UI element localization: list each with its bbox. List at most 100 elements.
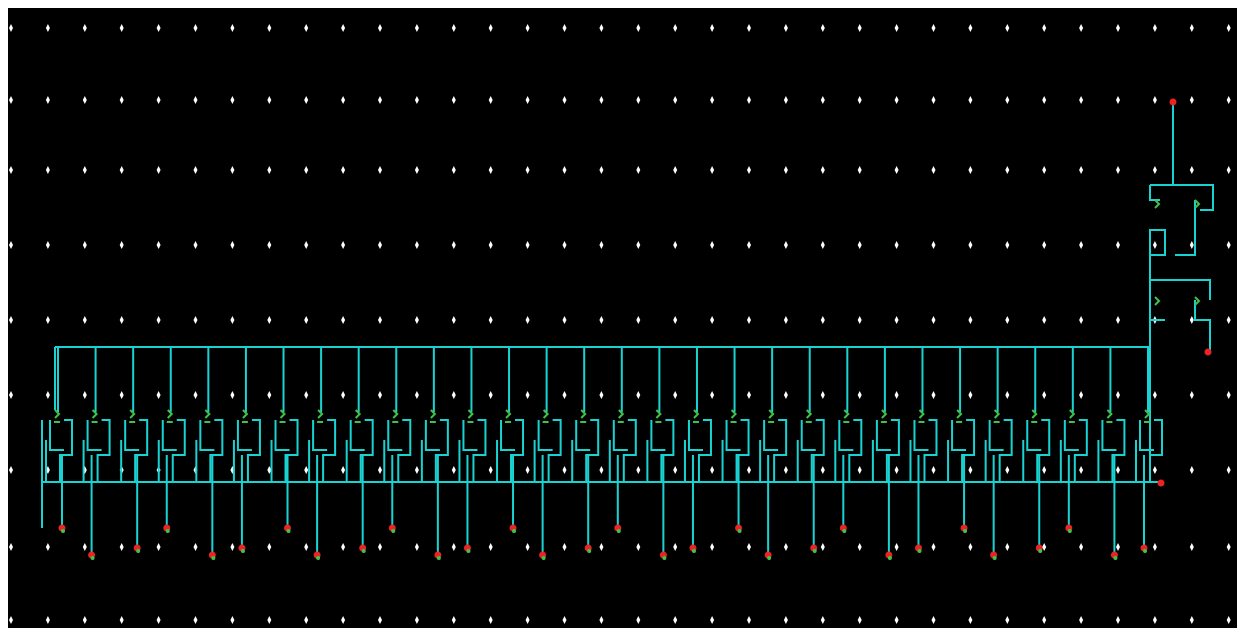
grid-dot <box>156 166 161 174</box>
transistor-cell <box>345 347 374 553</box>
transistor <box>354 409 362 423</box>
grid-dot <box>414 96 419 104</box>
grid-dot <box>267 241 272 249</box>
pin-marker <box>361 549 366 553</box>
grid-dot <box>193 241 198 249</box>
grid-dot <box>968 96 973 104</box>
grid-dot <box>1116 96 1120 104</box>
grid-dot <box>119 24 124 32</box>
grid-dot <box>673 466 678 474</box>
transistor-cell <box>1059 347 1088 533</box>
grid-dot <box>599 316 604 324</box>
grid-dot <box>1005 543 1010 551</box>
grid-dot <box>931 391 936 399</box>
grid-dot <box>45 316 50 324</box>
pin-marker <box>963 529 968 533</box>
grid-dot <box>1152 24 1157 32</box>
grid-dot <box>193 166 198 174</box>
grid-dot <box>1079 24 1084 32</box>
grid-dot <box>230 241 235 249</box>
grid-dot <box>488 316 493 324</box>
grid-dot <box>1152 391 1157 399</box>
grid-dot <box>1152 241 1157 249</box>
grid-dot <box>230 24 235 32</box>
transistor <box>880 409 888 423</box>
pin-marker <box>165 529 170 533</box>
cell-wiring <box>383 347 412 482</box>
grid-dot <box>747 166 751 174</box>
grid-dot <box>119 391 124 399</box>
grid-dot <box>599 466 604 474</box>
grid-dot <box>894 96 899 104</box>
grid-dot <box>1005 391 1010 399</box>
grid-dot <box>488 166 493 174</box>
cell-wiring <box>571 347 600 482</box>
grid-dot <box>1005 241 1010 249</box>
grid-dot <box>1189 543 1194 551</box>
output-stage <box>1149 184 1214 350</box>
grid-dot <box>1152 543 1157 551</box>
pin-marker <box>691 549 696 553</box>
grid-dot <box>710 96 715 104</box>
pin <box>1169 98 1177 106</box>
grid-dot <box>931 466 936 474</box>
grid-dot <box>968 24 973 32</box>
pin-marker <box>240 549 245 553</box>
grid-dot <box>636 96 641 104</box>
transistor-cell <box>871 347 900 560</box>
transistor-cell <box>270 347 299 533</box>
transistor <box>204 409 211 423</box>
grid-dot <box>1189 166 1194 174</box>
grid-dot <box>341 241 346 249</box>
pin-marker <box>767 556 772 560</box>
cell-wiring <box>195 347 224 482</box>
grid-dot <box>1226 24 1231 32</box>
cell-wiring <box>1097 347 1126 482</box>
grid-dot <box>857 616 862 624</box>
grid-dot <box>119 96 124 104</box>
pin-marker <box>842 529 847 533</box>
grid-dot <box>304 241 309 249</box>
transistor-cell <box>458 347 487 553</box>
grid-dot <box>525 466 530 474</box>
grid-dot <box>451 241 456 249</box>
grid-dot <box>156 391 161 399</box>
transistor-cell <box>721 347 750 533</box>
pin-marker <box>211 556 216 560</box>
transistor <box>1031 409 1038 423</box>
grid-dot <box>414 616 419 624</box>
grid-dot <box>1042 391 1047 399</box>
grid-dot <box>1042 543 1047 551</box>
grid-dot <box>1189 96 1194 104</box>
grid-dot <box>488 241 493 249</box>
grid-dot <box>1226 616 1231 624</box>
grid-dot <box>710 616 715 624</box>
grid-dot <box>783 391 788 399</box>
grid-dot <box>119 543 124 551</box>
grid-dot <box>193 316 198 324</box>
grid-dot <box>267 466 272 474</box>
grid-dot <box>1079 616 1084 624</box>
grid-dot <box>414 391 419 399</box>
grid-dot <box>156 543 161 551</box>
grid-dot <box>193 543 198 551</box>
grid-dot <box>9 24 13 32</box>
transistor <box>692 409 700 423</box>
grid-dot <box>968 316 973 324</box>
grid-dot <box>747 96 751 104</box>
grid-dot <box>45 241 50 249</box>
grid-dot <box>599 166 604 174</box>
transistor-cell <box>571 347 600 553</box>
pin-marker <box>316 556 321 560</box>
grid-dot <box>894 543 899 551</box>
cell-wiring <box>721 347 750 482</box>
grid-dot <box>1042 96 1047 104</box>
grid-dot <box>45 24 50 32</box>
grid-dot <box>267 24 272 32</box>
pin-marker <box>466 549 471 553</box>
grid-dot <box>1079 543 1084 551</box>
grid-dot <box>562 241 567 249</box>
cell-wiring <box>1059 347 1088 482</box>
grid-dot <box>894 241 899 249</box>
grid-dot <box>45 96 50 104</box>
